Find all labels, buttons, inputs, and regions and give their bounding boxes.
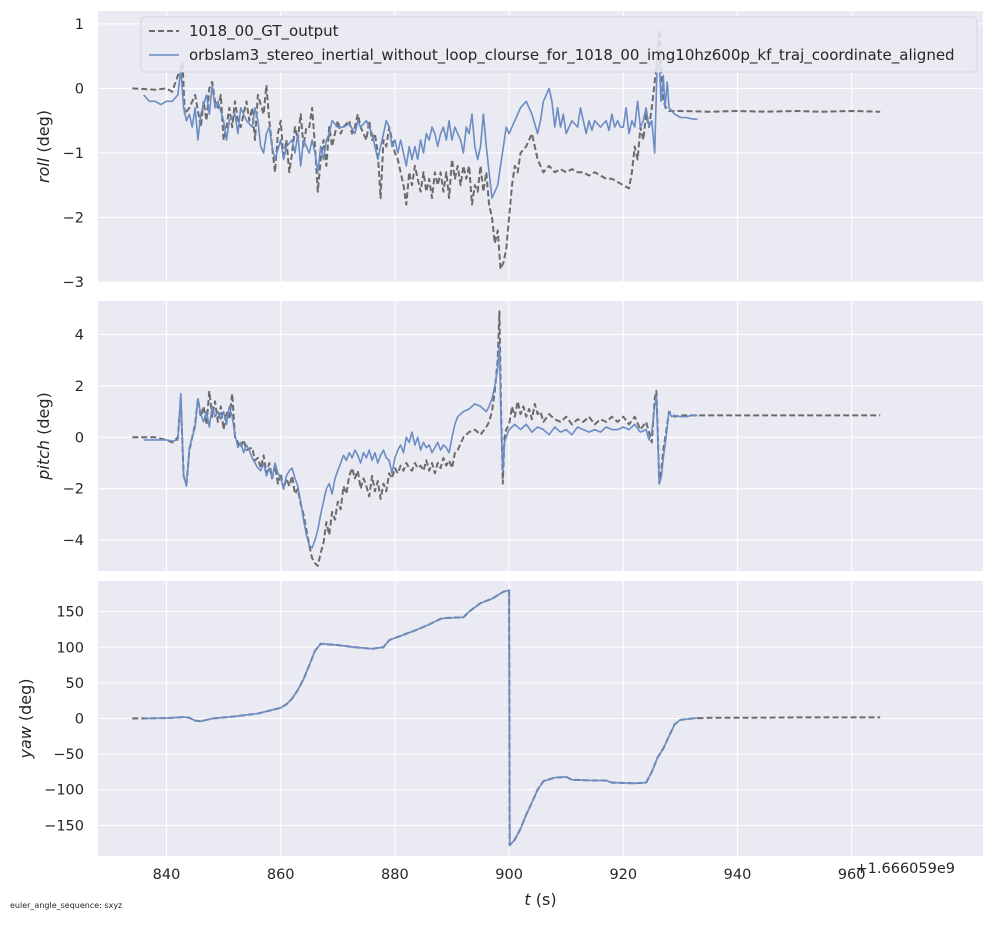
y-tick-label-roll: −2 [63,210,84,226]
x-axis-unit: (s) [531,890,557,909]
y-tick-label-roll: −1 [63,146,84,162]
y-tick-label-yaw: 0 [75,712,84,728]
y-axis-unit: (deg) [34,110,53,158]
y-axis-label-yaw: yaw (deg) [16,678,35,759]
legend-box [140,16,978,73]
y-tick-label-pitch: 2 [75,379,84,395]
y-tick-label-yaw: −50 [53,747,84,763]
y-axis-label-roll: roll (deg) [34,110,53,183]
euler-sequence-note: euler_angle_sequence: sxyz [10,901,123,910]
x-tick-label: 940 [724,867,752,883]
estimate-series-line-pitch [143,343,698,549]
y-tick-label-yaw: 100 [56,640,84,656]
x-tick-label: 960 [838,867,866,883]
y-tick-label-roll: 0 [75,81,84,97]
y-tick-label-pitch: −2 [63,482,84,498]
panel-yaw: −150 −100 −50 0 50 100 150 yaw (deg) [16,581,983,856]
legend-label-gt: 1018_00_GT_output [189,22,339,41]
x-tick-label: 840 [153,867,181,883]
y-axis-label-pitch: pitch (deg) [34,392,53,481]
x-axis-label: t (s) [524,890,556,909]
x-axis-var: t [524,890,531,909]
legend-label-estimate: orbslam3_stereo_inertial_without_loop_cl… [189,46,955,65]
x-offset-label: +1.666059e9 [856,861,955,877]
y-axis-var: yaw [16,725,35,759]
x-tick-label: 900 [495,867,523,883]
y-axis-unit: (deg) [16,678,35,726]
y-tick-label-pitch: −4 [63,533,84,549]
y-tick-label-yaw: −100 [44,783,84,799]
y-tick-label-roll: −3 [63,275,84,291]
plot-area-pitch [98,301,983,571]
y-tick-label-roll: 1 [75,17,84,33]
estimate-series-line-yaw [143,589,698,847]
y-axis-unit: (deg) [34,392,53,440]
y-tick-label-pitch: 0 [75,430,84,446]
y-tick-label-yaw: −150 [44,818,84,834]
y-axis-var: roll [34,157,53,183]
gt-series-line-roll [132,29,881,271]
x-tick-label: 860 [267,867,295,883]
y-tick-label-pitch: 4 [75,327,84,343]
x-tick-label: 920 [609,867,637,883]
panel-pitch: −4 −2 0 2 4 pitch (deg) [34,301,983,571]
x-tick-label: 880 [381,867,409,883]
estimate-series-line-roll [143,48,698,199]
y-tick-label-yaw: 150 [56,605,84,621]
y-axis-var: pitch [34,440,53,481]
y-tick-label-yaw: 50 [66,676,84,692]
